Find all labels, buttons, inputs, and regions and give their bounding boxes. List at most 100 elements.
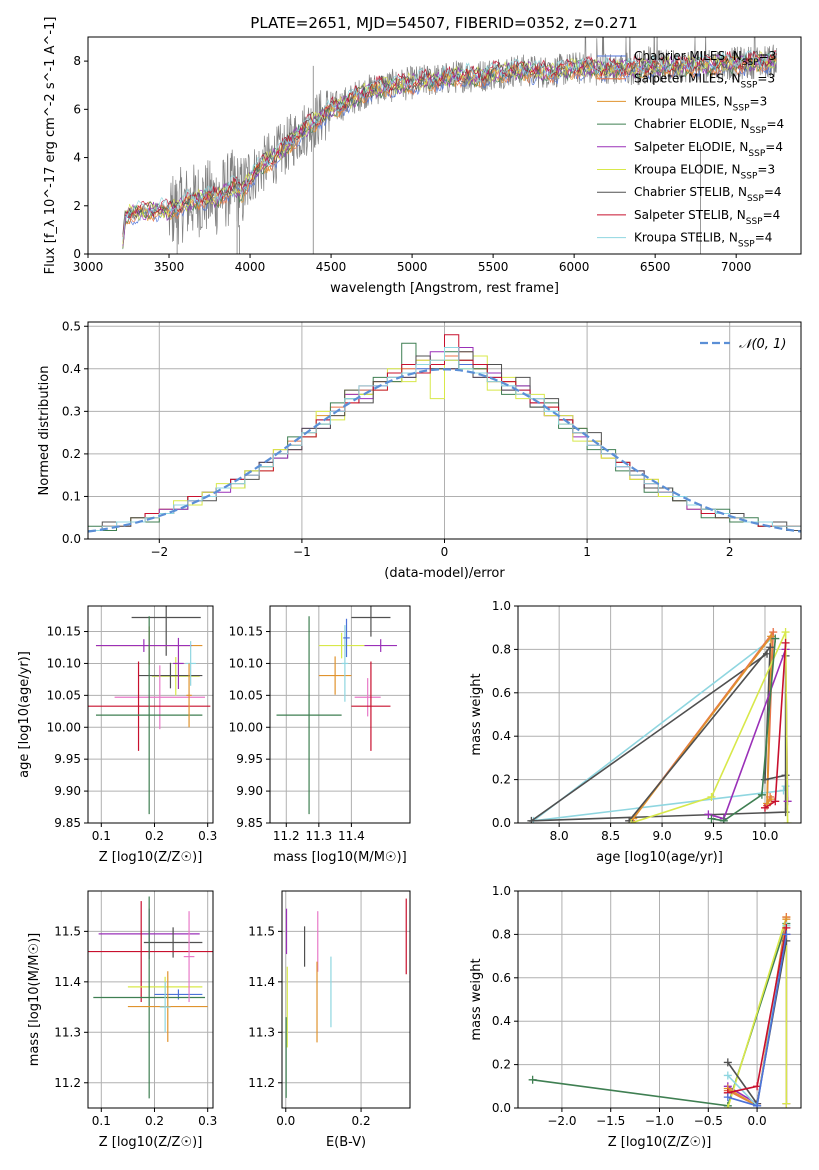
legend-suffix: =3 [759,49,777,63]
weight-point [781,808,790,817]
y-tick-label: 4 [73,151,81,165]
y-tick-label: 0.0 [492,1101,511,1115]
y-tick-label: 10.05 [47,688,81,702]
y-tick-label: 9.90 [54,784,81,798]
weight-point [771,634,780,643]
legend-subscript: SSP [748,149,765,159]
legend-subscript: SSP [741,81,758,91]
y-tick-label: 9.85 [236,816,263,830]
legend-subscript: SSP [733,103,750,113]
weight-point [760,803,769,812]
plot-area-mass_vs_Z [88,896,213,1099]
x-tick-label: −1.0 [645,1114,674,1128]
panel-weight_vs_age: 8.0 8.5 9.0 9.5 10.0 0.0 0.2 0.4 0.6 0.8 1.0 age [l… [469,599,802,865]
plot-area-age_vs_mass [276,606,397,815]
x-axis-label: Z [log10(Z/Z☉)] [99,850,203,865]
y-tick-label: 0.0 [492,816,511,830]
weight-point [766,643,775,652]
x-axis-label: wavelength [Angstrom, rest frame] [330,281,559,296]
x-tick-label: 11.3 [305,829,332,843]
y-tick-label: 0.2 [492,773,511,787]
y-tick-label: 9.90 [236,784,263,798]
panel-age_vs_mass: 11.2 11.3 11.4 9.85 9.90 9.95 10.00 10.05 10.10 1… [229,605,411,865]
weight-point [760,775,769,784]
x-tick-label: 6500 [640,260,671,274]
y-tick-label: 1.0 [492,884,511,898]
legend-suffix: =4 [763,208,781,222]
weight-point [753,1101,762,1108]
weight-point [781,771,790,780]
y-axis-label: mass weight [469,958,484,1040]
x-tick-label: 11.2 [273,829,300,843]
axes-frame [87,605,214,824]
axes-frame [517,890,802,1109]
legend-label: Chabrier STELIB, NSSP=4 [634,185,782,204]
x-tick-label: 5000 [397,260,428,274]
panel-age_vs_Z: 0.1 0.2 0.3 9.85 9.90 9.95 10.00 10.05 10.10 10.1… [17,605,217,865]
x-tick-label: 0.1 [92,1114,111,1128]
weight-point [757,790,766,799]
x-axis-label: Z [log10(Z/Z☉)] [608,1135,712,1150]
weight-point [782,930,791,939]
x-tick-label: 0.2 [145,829,164,843]
x-tick-label: 3500 [154,260,185,274]
x-tick-label: 4000 [235,260,266,274]
axes-frame [87,36,802,255]
weight-point [707,814,716,823]
y-tick-label: 0.3 [62,404,81,418]
legend-suffix: =3 [750,94,768,108]
x-tick-label: 7000 [721,260,752,274]
weight-point [782,1099,791,1108]
y-tick-label: 0 [73,247,81,261]
y-axis-label: mass [log10(M/M☉)] [27,933,42,1066]
legend-subscript: SSP [747,194,764,204]
x-tick-label: −1 [293,545,311,559]
y-tick-label: 10.10 [47,656,81,670]
y-tick-label: 11.5 [54,924,81,938]
figure-title: PLATE=2651, MJD=54507, FIBERID=0352, z=0… [250,14,637,32]
weight-point [627,819,636,823]
legend-label: Kroupa ELODIE, NSSP=3 [634,163,775,182]
y-tick-label: 0.0 [62,532,81,546]
x-tick-label: −2 [150,545,168,559]
y-tick-label: 10.05 [229,688,263,702]
y-tick-label: 10.10 [229,656,263,670]
y-tick-label: 0.4 [62,362,81,376]
y-tick-label: 1.0 [492,599,511,613]
plot-area-weight_vs_Z [528,913,791,1108]
y-axis-label: Flux [f_λ 10^-17 erg cm^-2 s^-1 A^-1] [43,17,58,275]
model-line-chabrier-elodie [122,52,777,250]
legend-subscript: SSP [746,217,763,227]
axes-frame [87,321,802,540]
y-tick-label: 10.15 [229,625,263,639]
legend-suffix: =3 [757,163,775,177]
legend-subscript: SSP [738,240,755,250]
weight-point [781,628,790,637]
weight-point [723,1071,732,1080]
y-tick-label: 0.6 [492,971,511,985]
y-tick-label: 0.4 [492,1014,511,1028]
y-tick-label: 0.2 [492,1058,511,1072]
x-tick-label: 0.3 [198,1114,217,1128]
legend-subscript: SSP [742,58,759,68]
weight-point [723,1104,732,1108]
y-tick-label: 2 [73,199,81,213]
weight-line [528,653,787,822]
y-axis-label: mass weight [469,673,484,755]
axes-frame [281,890,411,1109]
plot-area-mass_vs_ebv [285,898,407,1098]
panel-mass_vs_ebv: 0.0 0.2 11.2 11.3 11.4 11.5 E(B-V) [248,890,411,1150]
y-tick-label: 0.8 [492,642,511,656]
x-axis-label: (data-model)/error [384,566,505,581]
y-tick-label: 9.95 [236,752,263,766]
weight-point [723,1093,732,1102]
y-tick-label: 11.2 [54,1076,81,1090]
y-tick-label: 8 [73,54,81,68]
x-tick-label: 1 [583,545,591,559]
legend-label: Chabrier ELODIE, NSSP=4 [634,117,784,136]
weight-point [769,628,778,637]
y-tick-label: 0.2 [62,447,81,461]
weight-line [530,637,787,822]
